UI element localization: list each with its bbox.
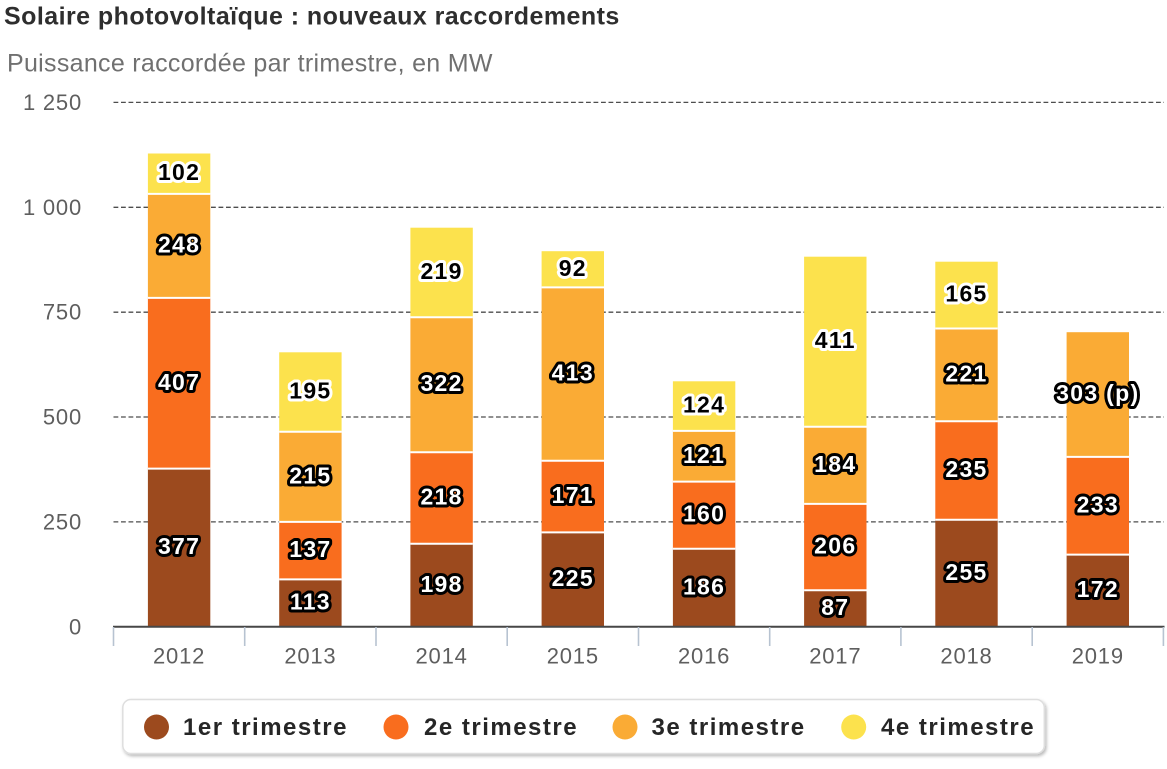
svg-text:184: 184 [814,451,856,477]
svg-text:215: 215 [289,462,331,488]
svg-text:500: 500 [43,405,82,430]
svg-text:172: 172 [1077,576,1119,602]
svg-text:Puissance raccordée par trimes: Puissance raccordée par trimestre, en MW [7,50,493,78]
svg-text:87: 87 [821,594,849,620]
svg-text:411: 411 [815,327,856,353]
svg-text:221: 221 [945,360,987,386]
svg-text:2014: 2014 [416,644,468,669]
svg-text:407: 407 [158,369,200,395]
svg-text:92: 92 [559,255,587,281]
svg-text:2019: 2019 [1072,644,1124,669]
svg-text:233: 233 [1077,491,1119,517]
svg-text:160: 160 [683,501,725,527]
svg-text:102: 102 [158,159,200,185]
svg-text:219: 219 [420,258,462,284]
svg-text:413: 413 [552,360,594,386]
svg-text:377: 377 [158,533,200,559]
svg-text:1 000: 1 000 [23,195,82,220]
svg-text:255: 255 [945,559,987,585]
svg-text:186: 186 [683,573,725,599]
svg-text:206: 206 [814,533,856,559]
svg-text:248: 248 [158,231,200,257]
svg-text:195: 195 [289,378,331,404]
svg-text:124: 124 [683,392,725,418]
svg-text:121: 121 [683,442,725,468]
svg-text:3e trimestre: 3e trimestre [652,714,806,741]
svg-text:2012: 2012 [153,644,205,669]
svg-text:4e trimestre: 4e trimestre [881,714,1035,741]
svg-text:303 (p): 303 (p) [1056,380,1139,406]
svg-text:137: 137 [289,536,331,562]
svg-text:Solaire photovoltaïque : nouve: Solaire photovoltaïque : nouveaux raccor… [4,3,620,31]
svg-text:1 250: 1 250 [23,90,82,115]
svg-text:171: 171 [552,482,594,508]
svg-text:2018: 2018 [940,644,992,669]
svg-text:750: 750 [43,300,82,325]
svg-text:2017: 2017 [809,644,861,669]
svg-text:2016: 2016 [678,644,730,669]
svg-text:113: 113 [290,589,331,615]
svg-text:2015: 2015 [547,644,599,669]
svg-text:2013: 2013 [284,644,336,669]
svg-text:250: 250 [43,509,82,534]
svg-text:165: 165 [945,281,987,307]
svg-text:0: 0 [69,614,82,639]
svg-text:1er trimestre: 1er trimestre [183,714,348,741]
svg-text:2e trimestre: 2e trimestre [424,714,578,741]
svg-text:225: 225 [552,565,594,591]
svg-text:218: 218 [420,484,462,510]
svg-text:322: 322 [420,370,462,396]
svg-text:235: 235 [945,456,987,482]
svg-text:198: 198 [420,571,462,597]
